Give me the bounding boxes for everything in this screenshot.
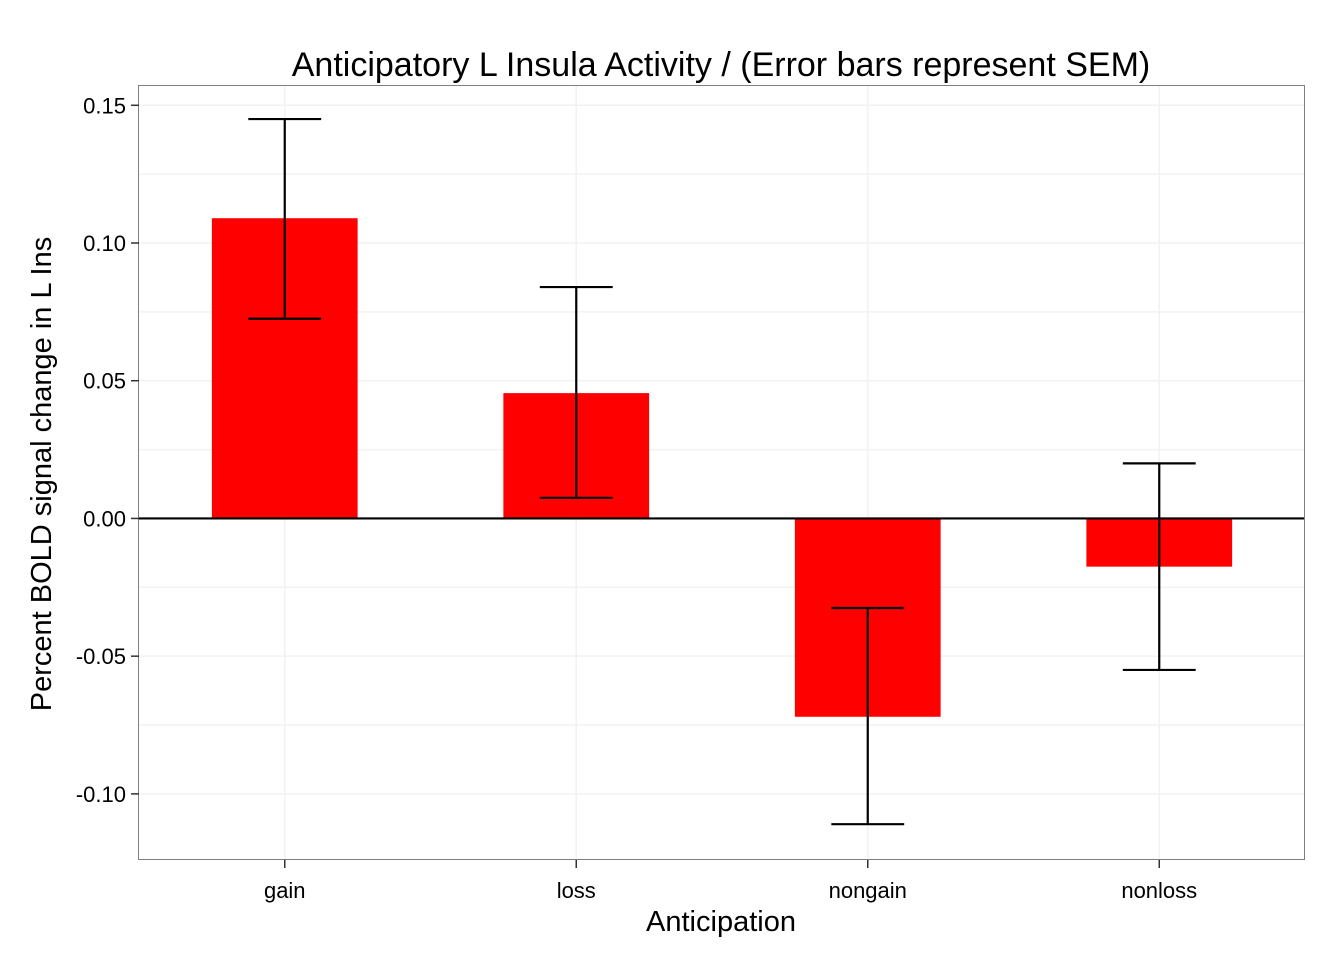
y-axis: -0.10 -0.05 0.00 0.05 0.10 0.15: [76, 93, 139, 807]
y-axis-title: Percent BOLD signal change in L Ins: [26, 237, 58, 711]
error-bars: [248, 117, 1196, 826]
y-tick-label: 0.05: [83, 369, 126, 394]
y-tick-label: 0.10: [83, 231, 126, 256]
x-axis: gain loss nongain nonloss: [264, 860, 1197, 903]
y-tick-label: -0.10: [76, 782, 126, 807]
bars: [211, 218, 1233, 717]
x-tick-label: nonloss: [1121, 878, 1197, 903]
y-tick-label: -0.05: [76, 644, 126, 669]
x-axis-title: Anticipation: [646, 906, 796, 938]
y-tick-label: 0.15: [83, 93, 126, 118]
y-tick-label: 0.00: [83, 506, 126, 531]
chart-title: Anticipatory L Insula Activity / (Error …: [292, 46, 1150, 84]
x-tick-label: loss: [557, 878, 596, 903]
plot-panel-border: [138, 85, 1305, 860]
x-tick-label: gain: [264, 878, 306, 903]
x-tick-label: nongain: [829, 878, 907, 903]
